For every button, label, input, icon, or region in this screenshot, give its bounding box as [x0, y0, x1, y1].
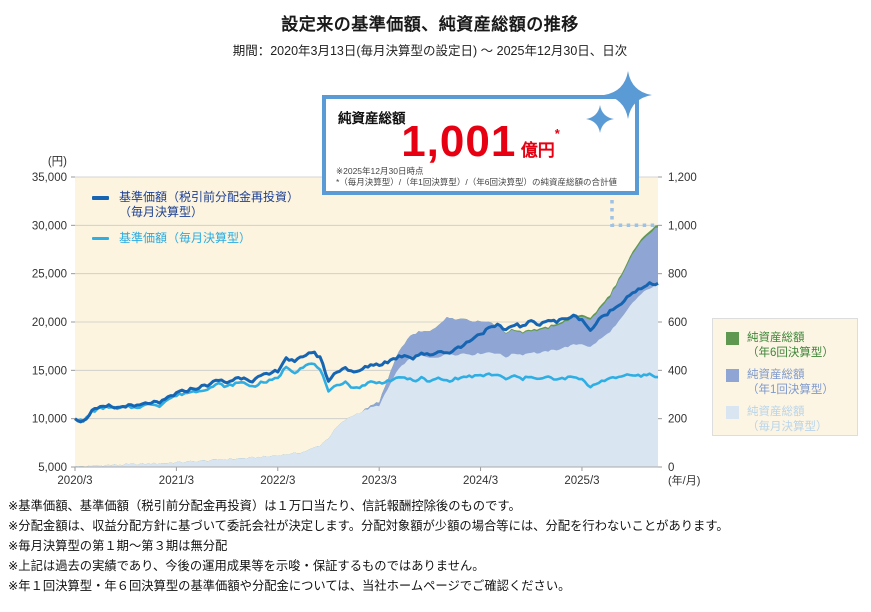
area-legend-box: 純資産総額 （年6回決算型） 純資産総額 （年1回決算型） 純資産総額 （毎月決…: [712, 318, 858, 436]
footnote-2: ※分配金額は、収益分配方針に基づいて委託会社が決定します。分配対象額が少額の場合…: [8, 519, 729, 534]
x-tick-label: 2021/3: [159, 475, 194, 487]
legend-label-assets-bimonthly: 純資産総額 （年6回決算型）: [747, 332, 834, 359]
footnote-1: ※基準価額、基準価額（税引前分配金再投資）は１万口当たり、信託報酬控除後のもので…: [8, 499, 521, 513]
callout-title: 純資産総額: [338, 111, 406, 126]
y-left-axis-unit: (円): [48, 156, 67, 168]
y-left-tick-label: 15,000: [32, 365, 67, 377]
legend-item-assets-bimonthly: 純資産総額 （年6回決算型）: [726, 331, 857, 361]
y-right-tick-label: 0: [668, 462, 674, 474]
green-area-swatch: [726, 332, 739, 345]
legend-label-assets-annual: 純資産総額 （年1回決算型）: [747, 368, 834, 396]
y-right-tick-label: 600: [668, 317, 687, 329]
footnote-3: ※毎月決算型の第１期～第３期は無分配: [8, 539, 228, 554]
y-right-tick-label: 400: [668, 365, 687, 377]
sparkle-small: [586, 105, 614, 133]
y-right-tick-label: 800: [668, 269, 687, 281]
x-axis-unit: (年/月): [668, 473, 700, 487]
y-left-tick-label: 35,000: [32, 172, 67, 184]
line-nav-reinvested: [74, 281, 659, 424]
sparkle-icon: [586, 71, 652, 133]
footnote-4: ※上記は過去の実績であり、今後の運用成果等を示唆・保証するものではありません。: [8, 559, 485, 574]
legend-item-assets-monthly: 純資産総額 （毎月決算型）: [726, 405, 857, 435]
blue-area-swatch: [726, 368, 739, 382]
callout-value-row: 1,001 億円*: [326, 117, 635, 167]
legend-item-assets-annual: 純資産総額 （年1回決算型）: [726, 368, 857, 398]
legend-text-line2: （毎月決算型）: [119, 205, 204, 219]
net-assets-value: 1,001: [401, 117, 517, 166]
callout-sum-note: *（毎月決算型）/（年1回決算型）/（年6回決算型）の純資産総額の合計値: [336, 176, 617, 187]
cyan-line-swatch: [92, 237, 109, 240]
y-left-tick-label: 5,000: [38, 462, 67, 474]
callout-connector-dotted-line: [610, 200, 658, 228]
y-left-tick-label: 20,000: [32, 317, 67, 329]
x-tick-label: 2023/3: [362, 475, 397, 487]
sparkle-large: [604, 71, 652, 119]
legend-text-line1: 基準価額（税引前分配金再投資）: [119, 190, 300, 204]
nav-net-assets-chart: 35,000 1,200 30,000 1,000 25,000 800 20,000 600…: [32, 156, 701, 487]
x-tick-label: 2020/3: [57, 475, 92, 487]
callout-asof-note: ※2025年12月30日時点: [336, 165, 424, 176]
x-tick-label: 2024/3: [463, 475, 498, 487]
legend-label-assets-monthly: 純資産総額 （毎月決算型）: [747, 405, 828, 433]
legend-item-nav-reinvested: 基準価額（税引前分配金再投資） （毎月決算型）: [92, 190, 299, 220]
asterisk-mark: *: [554, 126, 560, 141]
legend-label-nav-monthly: 基準価額（毎月決算型）: [119, 231, 252, 245]
x-tick-label: 2022/3: [260, 475, 295, 487]
net-assets-callout: 純資産総額 1,001 億円* ※2025年12月30日時点 *（毎月決算型）/…: [322, 95, 639, 195]
footnote-5: ※年１回決算型・年６回決算型の基準価額や分配金については、当社ホームページでご確…: [8, 579, 571, 594]
y-right-tick-label: 1,200: [668, 172, 697, 184]
y-left-tick-label: 30,000: [32, 220, 67, 232]
legend-item-nav-monthly: 基準価額（毎月決算型）: [92, 231, 299, 246]
y-left-tick-label: 10,000: [32, 414, 67, 426]
x-tick-label: 2025/3: [564, 475, 599, 487]
lightblue-area-swatch: [726, 405, 739, 419]
period-subtitle: 期間：2020年3月13日(毎月決算型の設定日) ～ 2025年12月30日、日…: [232, 44, 628, 58]
net-assets-unit: 億円: [520, 141, 555, 160]
footnotes: ※基準価額、基準価額（税引前分配金再投資）は１万口当たり、信託報酬控除後のもので…: [8, 499, 868, 600]
y-right-tick-label: 200: [668, 414, 687, 426]
legend-label-nav-reinvested: 基準価額（税引前分配金再投資） （毎月決算型）: [119, 190, 299, 220]
y-left-tick-label: 25,000: [32, 269, 67, 281]
dark-blue-line-swatch: [92, 196, 109, 200]
line-legend: 基準価額（税引前分配金再投資） （毎月決算型） 基準価額（毎月決算型）: [92, 190, 299, 257]
y-right-tick-label: 1,000: [668, 220, 697, 232]
page-title: 設定来の基準価額、純資産総額の推移: [281, 15, 579, 34]
area-net-assets-monthly: [75, 284, 658, 467]
